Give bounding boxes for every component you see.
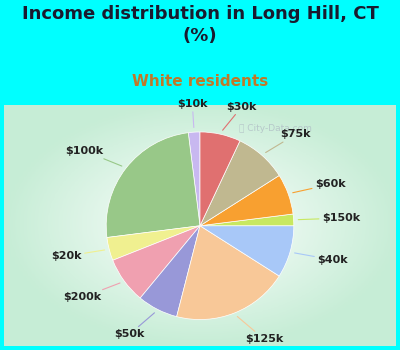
Wedge shape [113,226,200,298]
Text: $40k: $40k [295,253,348,265]
Text: $20k: $20k [51,250,104,261]
Wedge shape [200,132,240,226]
Text: $150k: $150k [298,213,360,223]
Text: $50k: $50k [114,313,154,340]
Wedge shape [200,226,294,276]
Text: $200k: $200k [63,283,120,302]
Text: $125k: $125k [237,316,283,344]
Wedge shape [106,133,200,238]
Wedge shape [107,226,200,260]
Wedge shape [200,175,293,226]
Wedge shape [140,226,200,317]
Text: $75k: $75k [266,129,311,153]
Text: Income distribution in Long Hill, CT
(%): Income distribution in Long Hill, CT (%) [22,5,378,45]
Text: White residents: White residents [132,74,268,89]
Wedge shape [200,214,294,226]
Text: $60k: $60k [293,180,345,193]
Text: $30k: $30k [223,102,257,130]
Text: ⓘ City-Data.com: ⓘ City-Data.com [239,124,312,133]
Wedge shape [200,141,279,226]
Text: $10k: $10k [177,99,208,127]
Text: $100k: $100k [66,146,122,166]
Wedge shape [177,226,279,320]
Wedge shape [188,132,200,226]
